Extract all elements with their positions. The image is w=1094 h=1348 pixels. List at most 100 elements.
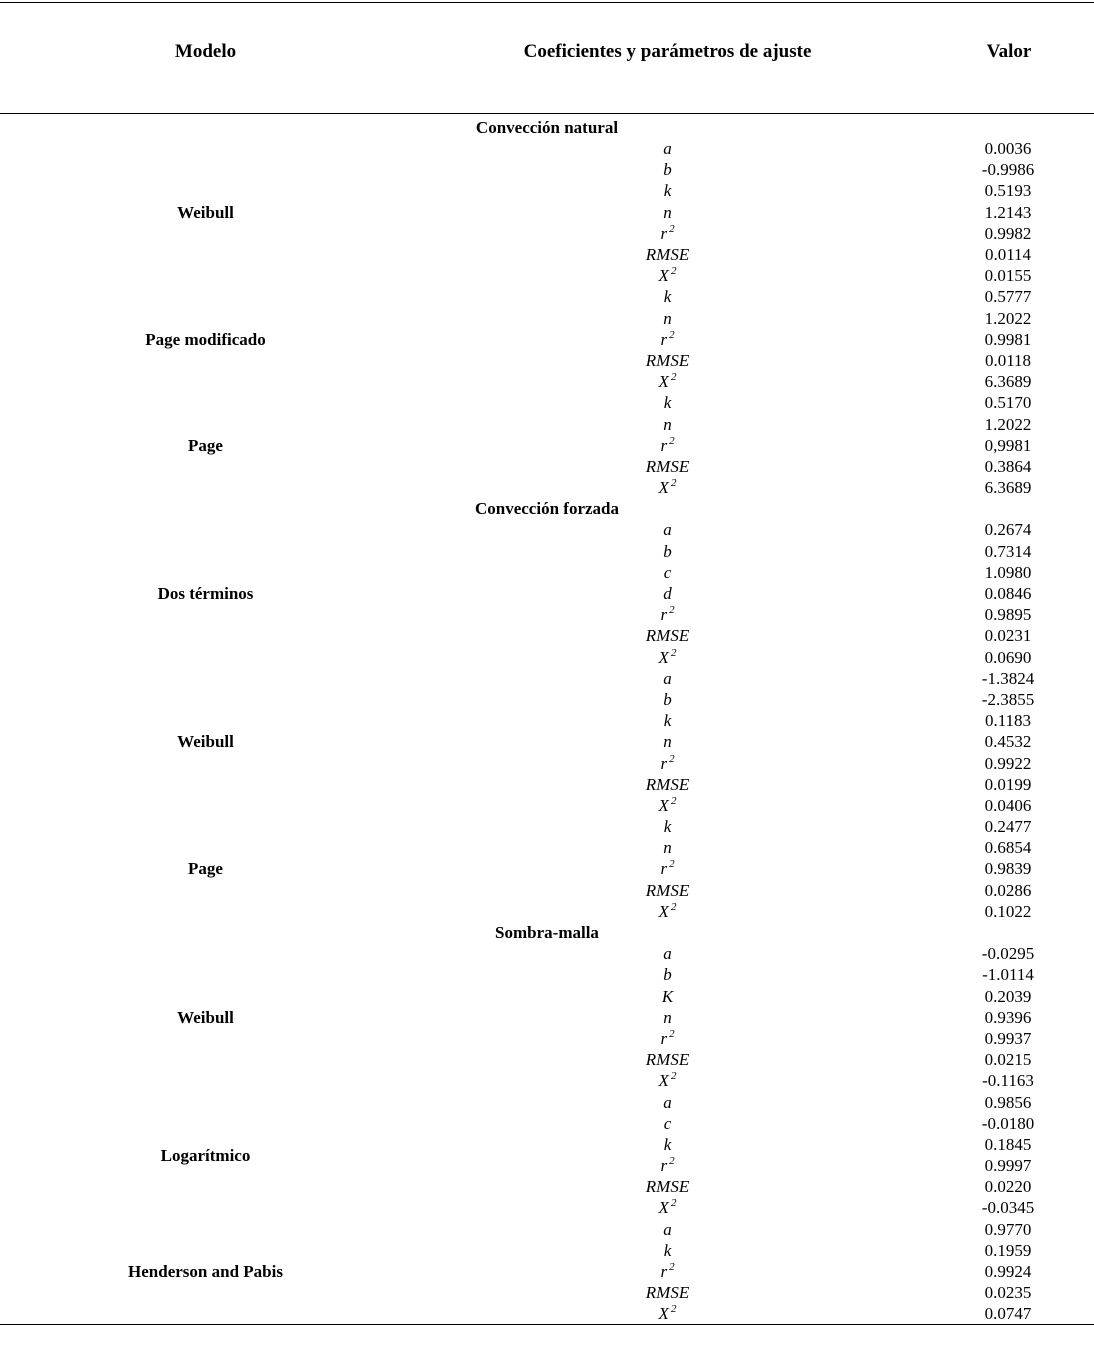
table-body: Convección natural Weibull a 0.0036 b -0.9986… [0,114,1094,1326]
parameter-symbol: n [663,414,672,434]
parameter-base: X [658,372,669,392]
table-row: r 2 0.9839 [0,858,1094,879]
parameter-value: 0.7314 [984,541,1032,561]
parameter-symbol: n [663,1007,672,1027]
parameter-symbol: k [663,711,672,731]
parameter-symbol: n [663,308,672,328]
parameter-value: 1.2143 [984,202,1032,222]
parameter-value: 0.3864 [984,456,1032,476]
table-row: r 2 0.9981 [0,329,1094,350]
parameter-symbol: RMSE [645,245,690,265]
parameter-value: -0.0345 [981,1198,1035,1218]
table-row: Weibull a 0.0036 [0,138,1094,222]
parameter-value: 0.2674 [984,520,1032,540]
parameter-symbol: b [663,541,672,561]
parameter-symbol: a [663,668,672,688]
parameter-exponent: 2 [670,646,677,659]
parameter-symbol: RMSE [645,456,690,476]
table-row: k 0.1845 [0,1134,1094,1155]
parameter-value: 0.0286 [984,880,1032,900]
table-row: RMSE 0.0220 [0,1176,1094,1197]
parameter-value: 0.0846 [984,584,1032,604]
parameter-value: 0.9770 [984,1219,1032,1239]
parameter-value: 0.0114 [984,245,1032,265]
parameter-exponent: 2 [670,794,677,807]
table-row: Page modificado k 0.5777 [0,286,1094,348]
header-value: Valor [924,2,1094,114]
table-row: X 2 0.1022 [0,901,1094,922]
table-row: c 1.0980 [0,562,1094,583]
parameter-value: 0.1845 [984,1134,1032,1154]
parameter-symbol: K [661,986,674,1006]
table-row: b -2.3855 [0,689,1094,710]
parameter-value: 0.4532 [984,732,1032,752]
section-row: Convección natural [0,114,1094,139]
section-title: Convección forzada [474,499,619,519]
parameter-symbol: a [663,1219,672,1239]
model-name: Weibull [177,732,234,752]
parameter-symbol: k [663,181,672,201]
parameter-exponent: 2 [669,222,675,235]
parameter-base: X [658,647,669,667]
parameter-value: 0.0231 [984,626,1032,646]
model-name: Logarítmico [160,1145,251,1165]
parameter-value: 0.5170 [984,393,1032,413]
table-row: X 2 0.0690 [0,647,1094,668]
parameter-base: r [660,859,668,879]
table-row: n 0.9396 [0,1007,1094,1028]
parameter-exponent: 2 [670,477,677,490]
parameter-exponent: 2 [669,328,675,341]
table-row: n 1.2022 [0,413,1094,434]
model-name: Dos términos [157,584,254,604]
parameter-symbol: RMSE [645,626,690,646]
parameter-symbol: n [663,838,672,858]
table-row: RMSE 0.0215 [0,1049,1094,1070]
parameter-exponent: 2 [670,265,677,278]
table-row: RMSE 0.0199 [0,774,1094,795]
parameter-value: -0.0180 [981,1113,1035,1133]
section-row: Sombra-malla [0,922,1094,943]
parameter-base: r [660,223,668,243]
parameter-value: -0.1163 [982,1071,1034,1091]
table-row: k 0.1183 [0,710,1094,731]
parameter-base: r [660,1156,668,1176]
table-row: Dos términos a 0.2674 [0,519,1094,603]
parameter-value: 0.9895 [984,605,1032,625]
model-name: Weibull [177,1007,234,1027]
table-row: r 2 0,9981 [0,435,1094,456]
parameter-symbol: a [663,1092,672,1112]
parameter-base: r [660,329,668,349]
model-name: Henderson and Pabis [0,1218,411,1326]
parameter-value: 0.5777 [984,287,1032,307]
table-row: RMSE 0.0114 [0,244,1094,265]
parameter-symbol: b [663,965,672,985]
parameter-value: 0.0406 [984,795,1032,815]
parameter-base: X [658,901,669,921]
parameter-value: 6.3689 [984,372,1032,392]
parameter-exponent: 2 [669,434,675,447]
parameter-symbol: c [663,1113,672,1133]
parameter-value: 1.2022 [984,308,1032,328]
table-row: RMSE 0.0118 [0,350,1094,371]
parameter-symbol: a [663,139,672,159]
parameter-base: X [658,266,669,286]
parameter-value: 0.0036 [984,139,1032,159]
parameter-base: r [660,1028,668,1048]
parameter-value: 0.9924 [984,1262,1032,1282]
parameter-symbol: RMSE [645,1177,690,1197]
parameter-value: 0.0118 [984,350,1032,370]
parameter-base: X [658,1198,669,1218]
parameter-value: 0.0690 [984,647,1032,667]
model-name: Weibull [177,202,234,222]
parameter-value: 0.1183 [984,711,1032,731]
parameter-value: 0.9982 [984,223,1032,243]
table-row: n 1.2022 [0,308,1094,329]
header-params: Coeficientes y parámetros de ajuste [411,2,924,114]
table-row: r 2 0.9924 [0,1261,1094,1282]
parameter-base: r [660,435,668,455]
